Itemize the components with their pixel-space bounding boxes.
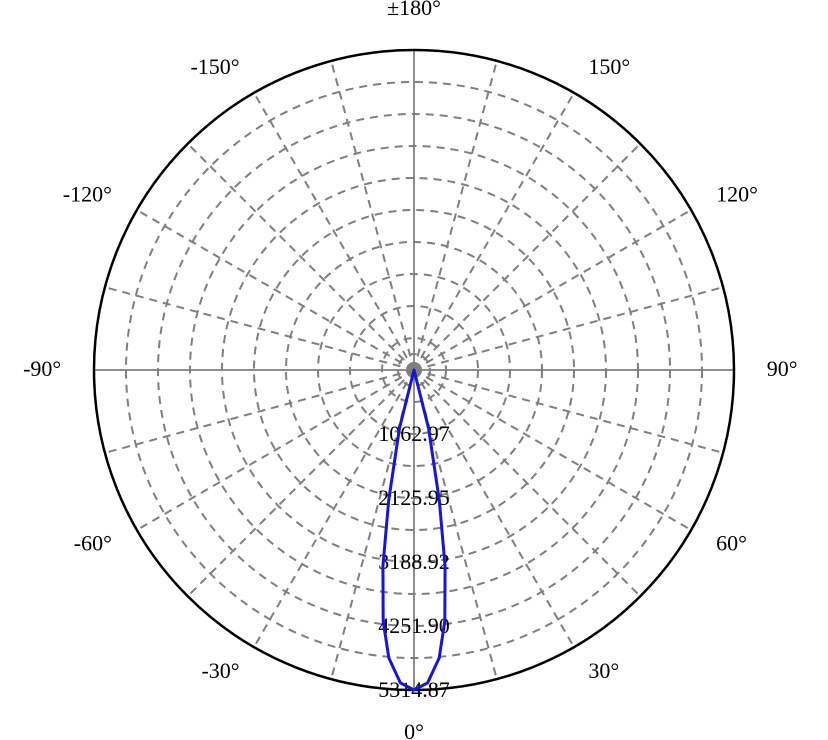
angle-label: -150° <box>190 54 239 79</box>
angle-label: -30° <box>201 658 239 683</box>
radial-tick-label: 4251.90 <box>378 613 450 638</box>
angle-label: 30° <box>588 658 619 683</box>
angle-label: ±180° <box>387 0 441 20</box>
angle-label: 90° <box>767 356 798 381</box>
radial-tick-label: 3188.92 <box>378 549 450 574</box>
angle-label: 0° <box>404 719 424 740</box>
polar-chart: ±180° -150° 150° -120° 120° -90° 90° -60° 60° -30… <box>0 0 828 740</box>
angle-label: -60° <box>74 530 112 555</box>
angle-label: -120° <box>63 182 112 207</box>
angle-label: -90° <box>23 356 61 381</box>
angle-label: 60° <box>716 530 747 555</box>
angle-label: 150° <box>588 54 630 79</box>
angle-label: 120° <box>716 182 758 207</box>
radial-tick-label: 1062.97 <box>378 421 450 446</box>
